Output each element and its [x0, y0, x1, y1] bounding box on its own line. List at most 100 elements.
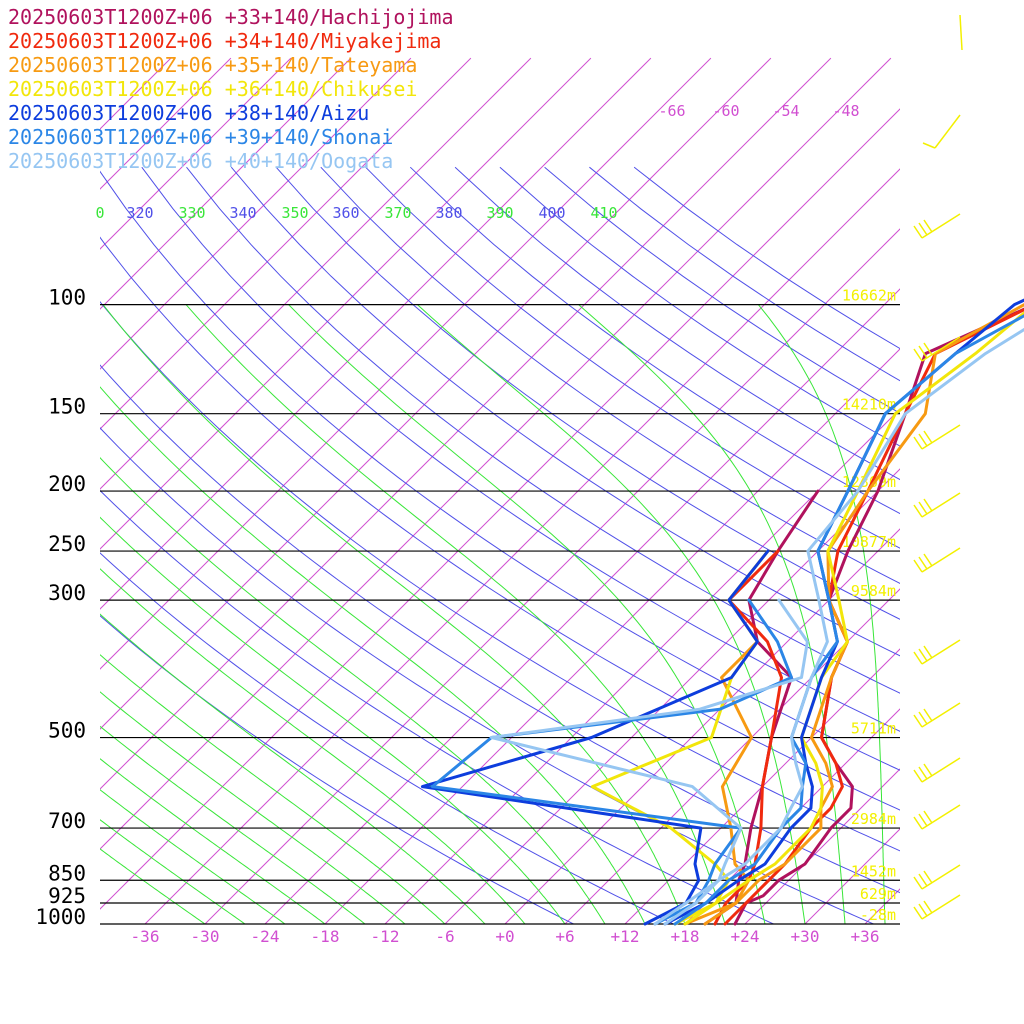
x-tick-label: +12 [611, 927, 640, 946]
wind-barb [913, 639, 961, 665]
x-tick-label: -24 [251, 927, 280, 946]
dry-adiabat-line [186, 166, 900, 694]
x-tick-label: -6 [435, 927, 454, 946]
wind-barb [913, 864, 961, 890]
isotherm-line [564, 588, 900, 924]
dewpoint-profile-5 [430, 598, 793, 926]
dewpoint-profile-4 [420, 549, 770, 926]
height-label: 16662m [842, 287, 896, 305]
temperature-profile-5 [673, 314, 1024, 926]
x-tick-label: +6 [555, 927, 574, 946]
temperature-profile-0 [733, 307, 1024, 926]
legend-entry: 20250603T1200Z+06 +35+140/Tateyama [8, 53, 417, 77]
wind-barb [913, 213, 961, 239]
moist-adiabat-line [288, 304, 766, 924]
temperature-profile-2 [703, 303, 1024, 926]
isotherm-line [925, 58, 1024, 924]
x-tick-label: +36 [851, 927, 880, 946]
height-label: 629m [860, 885, 896, 903]
isotherm-line [100, 57, 412, 370]
isotherm-line [624, 648, 900, 924]
pressure-label: 250 [48, 532, 86, 556]
top-isotherm-label: -66 [658, 102, 685, 120]
wind-barb [913, 492, 961, 518]
x-tick-label: -36 [131, 927, 160, 946]
top-isotherm-label: -54 [772, 102, 799, 120]
x-tick-label: +30 [791, 927, 820, 946]
dry-adiabat-line [100, 170, 900, 771]
pressure-label: 850 [48, 861, 86, 885]
sounding-profiles [420, 298, 1024, 926]
pressure-label: 200 [48, 472, 86, 496]
wind-barb [913, 702, 961, 728]
pressure-label: 925 [48, 884, 86, 908]
pressure-label: 150 [48, 395, 86, 419]
dry-adiabat-line [320, 166, 900, 584]
x-tick-label: -30 [191, 927, 220, 946]
dry-adiabat-line [100, 615, 575, 924]
temperature-profile-6 [663, 327, 1024, 926]
isotherm-line [100, 57, 292, 250]
wind-barb [913, 547, 961, 573]
top-isotherm-label: -60 [712, 102, 739, 120]
dry-adiabat-line [100, 552, 675, 924]
isotherm-line [100, 57, 352, 310]
height-label: 5711m [851, 720, 896, 738]
isotherm-line [744, 768, 900, 924]
top-isotherm-label: -48 [832, 102, 859, 120]
x-tick-label: +18 [671, 927, 700, 946]
theta-label: 390 [486, 204, 513, 222]
dry-adiabat-line [100, 364, 900, 894]
top-isotherm-labels: -66 -60 -54 -48 [658, 102, 859, 120]
temperature-profile-4 [663, 298, 1024, 926]
theta-label: 0 [95, 204, 104, 222]
theta-label: 370 [384, 204, 411, 222]
wind-barb [922, 14, 963, 149]
height-label: 9584m [851, 582, 896, 600]
wind-barb [913, 804, 961, 830]
legend: 20250603T1200Z+06 +33+140/Hachijojima202… [8, 5, 454, 173]
legend-entry: 20250603T1200Z+06 +38+140/Aizu [8, 101, 369, 125]
theta-label: 360 [332, 204, 359, 222]
temperature-profile-3 [683, 311, 1024, 926]
moist-adiabat-line [100, 848, 206, 924]
wind-barbs [913, 14, 963, 920]
x-tick-label: -12 [371, 927, 400, 946]
temperature-axis: -36 -30 -24 -18 -12 -6 +0 +6 +12 +18 +24 +30 +36 [131, 927, 880, 946]
isotherm-line [100, 57, 472, 430]
pressure-label: 300 [48, 581, 86, 605]
legend-entry: 20250603T1200Z+06 +36+140/Chikusei [8, 77, 417, 101]
dry-adiabat-line [275, 166, 900, 620]
x-tick-label: +24 [731, 927, 760, 946]
x-tick-label: +0 [495, 927, 514, 946]
theta-label: 380 [435, 204, 462, 222]
height-label: 1452m [851, 862, 896, 880]
legend-entry: 20250603T1200Z+06 +39+140/Shonai [8, 125, 393, 149]
dry-adiabat-line [230, 166, 900, 657]
pressure-label: 100 [48, 286, 86, 310]
isotherm-line [100, 57, 532, 490]
legend-entry: 20250603T1200Z+06 +34+140/Miyakejima [8, 29, 441, 53]
height-label: 2984m [851, 810, 896, 828]
height-label: -28m [860, 906, 896, 924]
moist-adiabat-line [578, 304, 846, 924]
height-label: 14210m [842, 396, 896, 414]
theta-labels: 0 320 330 340 350 360 370 380 390 400 410 [95, 204, 617, 222]
wind-barb [913, 424, 961, 450]
x-tick-label: -18 [311, 927, 340, 946]
isotherm-line [985, 58, 1024, 924]
dewpoint-profile-1 [713, 549, 783, 926]
pressure-label: 1000 [35, 905, 86, 929]
isotherm-line [504, 528, 900, 924]
dewpoint-profile-6 [490, 598, 809, 926]
pressure-label: 500 [48, 719, 86, 743]
wind-barb [913, 336, 961, 362]
theta-label: 350 [281, 204, 308, 222]
legend-entry: 20250603T1200Z+06 +33+140/Hachijojima [8, 5, 454, 29]
dry-adiabat-line [141, 166, 900, 732]
dry-adiabat-line [100, 301, 900, 852]
wind-barb [913, 757, 961, 783]
theta-label: 400 [538, 204, 565, 222]
